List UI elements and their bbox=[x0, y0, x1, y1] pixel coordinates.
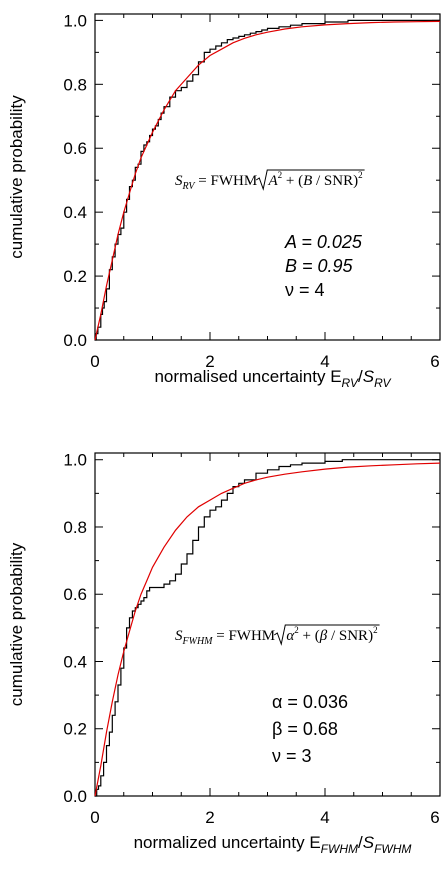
y-tick-label: 0.6 bbox=[63, 139, 87, 158]
model-cdf-line bbox=[94, 462, 441, 797]
y-tick-label: 0.4 bbox=[63, 203, 87, 222]
parameter-annotation: B = 0.95 bbox=[285, 256, 354, 276]
formula-label: SFWHM = FWHM α2 + (β / SNR)2 bbox=[175, 625, 378, 647]
model-cdf-line bbox=[94, 20, 441, 341]
x-tick-label: 4 bbox=[320, 808, 329, 827]
radical-sign bbox=[273, 624, 380, 646]
empirical-cdf-line bbox=[95, 459, 440, 797]
y-tick-label: 0.8 bbox=[63, 75, 87, 94]
x-tick-label: 6 bbox=[430, 808, 439, 827]
x-axis-label: normalized uncertainty EFWHM/SFWHM bbox=[134, 833, 412, 856]
x-tick-label: 2 bbox=[205, 352, 214, 371]
x-tick-label: 0 bbox=[90, 808, 99, 827]
x-tick-label: 6 bbox=[430, 352, 439, 371]
y-tick-label: 1.0 bbox=[63, 11, 87, 30]
parameter-annotation: ν = 4 bbox=[285, 280, 325, 300]
formula-label: SRV = FWHM A2 + (B / SNR)2 bbox=[175, 170, 363, 192]
plot-frame bbox=[94, 452, 441, 797]
y-tick-label: 0.0 bbox=[63, 787, 87, 806]
y-axis-label: cumulative probability bbox=[7, 542, 26, 706]
y-tick-label: 0.4 bbox=[63, 652, 87, 671]
parameter-annotation: β = 0.68 bbox=[272, 719, 338, 739]
y-tick-label: 0.0 bbox=[63, 331, 87, 350]
x-tick-label: 0 bbox=[90, 352, 99, 371]
radical-sign bbox=[255, 169, 365, 191]
parameter-annotation: α = 0.036 bbox=[272, 692, 348, 712]
parameter-annotation: ν = 3 bbox=[272, 746, 312, 766]
parameter-annotation: A = 0.025 bbox=[284, 232, 363, 252]
empirical-cdf-line bbox=[95, 19, 440, 341]
y-tick-label: 0.6 bbox=[63, 585, 87, 604]
y-tick-label: 1.0 bbox=[63, 451, 87, 470]
chart-panel-2: 0 2 4 6 0.0 0.2 0.4 0.6 0.8 1.0 cumulative probabi… bbox=[7, 451, 441, 856]
y-tick-label: 0.2 bbox=[63, 720, 87, 739]
y-tick-label: 0.2 bbox=[63, 267, 87, 286]
y-axis-label: cumulative probability bbox=[7, 95, 26, 259]
x-tick-label: 2 bbox=[205, 808, 214, 827]
x-axis-label: normalised uncertainty ERV/SRV bbox=[154, 367, 391, 390]
chart-panel-1: 0 2 4 6 0.0 0.2 0.4 0.6 0.8 1.0 cumulative probabi… bbox=[7, 11, 441, 390]
y-tick-label: 0.8 bbox=[63, 518, 87, 537]
x-tick-label: 4 bbox=[320, 352, 329, 371]
